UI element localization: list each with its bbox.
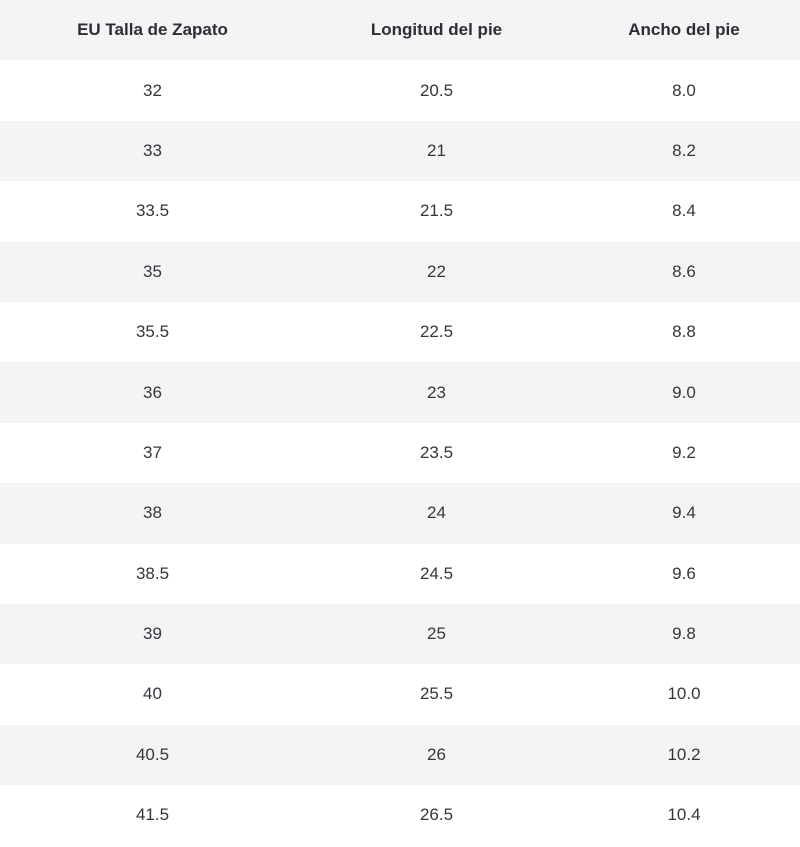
cell-foot-width: 8.2	[568, 120, 800, 182]
cell-eu-shoe-size: 37	[0, 422, 305, 484]
table-body: 32 20.5 8.0 33 21 8.2 33.5 21.5 8.4 35 22 8.6 35.5 22…	[0, 60, 800, 846]
table-row: 38.5 24.5 9.6	[0, 543, 800, 604]
cell-foot-length: 26	[305, 724, 568, 786]
cell-eu-shoe-size: 38.5	[0, 543, 305, 604]
cell-foot-length: 20.5	[305, 60, 568, 121]
cell-eu-shoe-size: 33.5	[0, 181, 305, 242]
cell-foot-length: 21.5	[305, 181, 568, 242]
table-row: 39 25 9.8	[0, 603, 800, 665]
cell-foot-width: 10.0	[568, 664, 800, 725]
header-eu-shoe-size: EU Talla de Zapato	[0, 0, 305, 61]
table-row: 35 22 8.6	[0, 241, 800, 302]
cell-foot-length: 23.5	[305, 422, 568, 484]
cell-eu-shoe-size: 32	[0, 60, 305, 121]
table-row: 33.5 21.5 8.4	[0, 181, 800, 242]
table-row: 37 23.5 9.2	[0, 422, 800, 484]
table-row: 36 23 9.0	[0, 362, 800, 423]
cell-foot-length: 21	[305, 120, 568, 182]
cell-foot-length: 24.5	[305, 543, 568, 604]
header-row: EU Talla de Zapato Longitud del pie Anch…	[0, 0, 800, 61]
header-foot-width: Ancho del pie	[568, 0, 800, 61]
cell-foot-width: 9.6	[568, 543, 800, 604]
cell-foot-length: 26.5	[305, 785, 568, 846]
table-row: 33 21 8.2	[0, 120, 800, 182]
cell-eu-shoe-size: 40.5	[0, 724, 305, 786]
cell-foot-length: 23	[305, 362, 568, 423]
table-header: EU Talla de Zapato Longitud del pie Anch…	[0, 0, 800, 61]
table-row: 40.5 26 10.2	[0, 724, 800, 786]
cell-eu-shoe-size: 35.5	[0, 301, 305, 363]
cell-foot-width: 10.2	[568, 724, 800, 786]
cell-foot-width: 8.6	[568, 241, 800, 302]
table-row: 40 25.5 10.0	[0, 664, 800, 725]
cell-eu-shoe-size: 33	[0, 120, 305, 182]
table-row: 41.5 26.5 10.4	[0, 785, 800, 846]
cell-foot-width: 9.8	[568, 603, 800, 665]
cell-foot-width: 9.2	[568, 422, 800, 484]
table-row: 32 20.5 8.0	[0, 60, 800, 121]
header-foot-length: Longitud del pie	[305, 0, 568, 61]
cell-foot-width: 10.4	[568, 785, 800, 846]
cell-foot-width: 8.8	[568, 301, 800, 363]
cell-eu-shoe-size: 41.5	[0, 785, 305, 846]
cell-foot-width: 8.0	[568, 60, 800, 121]
cell-eu-shoe-size: 39	[0, 603, 305, 665]
cell-foot-length: 25.5	[305, 664, 568, 725]
cell-foot-width: 8.4	[568, 181, 800, 242]
cell-foot-width: 9.0	[568, 362, 800, 423]
cell-eu-shoe-size: 38	[0, 483, 305, 544]
table-row: 35.5 22.5 8.8	[0, 301, 800, 363]
cell-foot-length: 25	[305, 603, 568, 665]
table-row: 38 24 9.4	[0, 483, 800, 544]
cell-eu-shoe-size: 36	[0, 362, 305, 423]
cell-foot-length: 22	[305, 241, 568, 302]
cell-eu-shoe-size: 40	[0, 664, 305, 725]
cell-foot-length: 22.5	[305, 301, 568, 363]
cell-foot-length: 24	[305, 483, 568, 544]
cell-foot-width: 9.4	[568, 483, 800, 544]
cell-eu-shoe-size: 35	[0, 241, 305, 302]
